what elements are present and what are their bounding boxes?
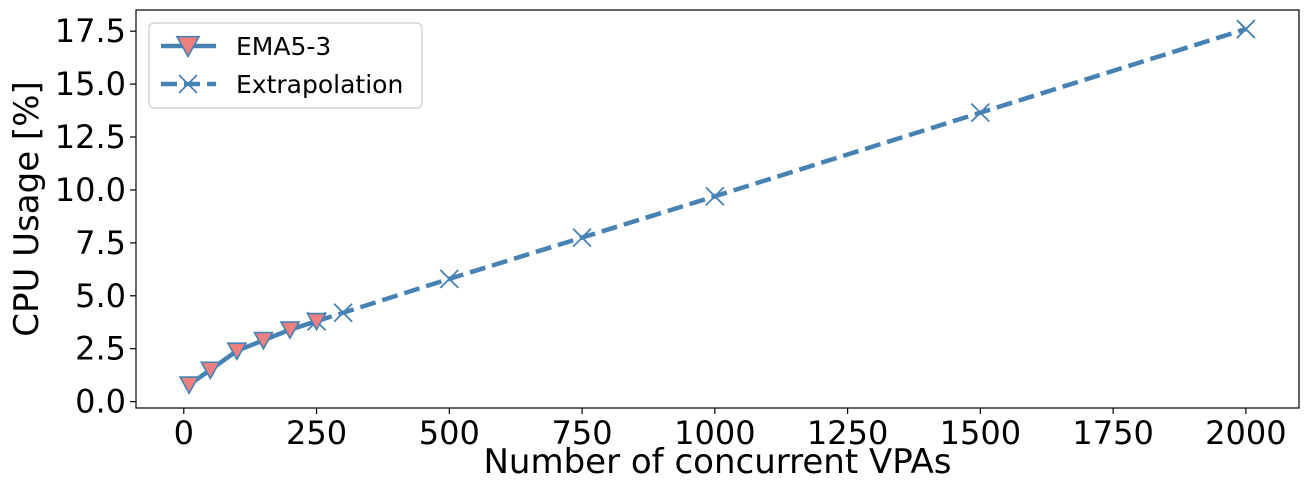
data-point-extrapolation (439, 269, 459, 289)
x-tick-label: 1000 (674, 414, 755, 452)
x-marker-stroke (705, 186, 725, 206)
data-point-ema5-3 (306, 312, 327, 332)
data-point-extrapolation (1236, 19, 1256, 39)
x-tick-label: 500 (419, 414, 480, 452)
data-point-ema5-3 (253, 331, 274, 351)
plot-frame (135, 9, 1300, 409)
plot-series (178, 19, 1256, 395)
legend-box (148, 22, 423, 109)
legend-entry-ema5-3: EMA5-3 (161, 32, 331, 61)
data-point-ema5-3 (178, 376, 200, 395)
data-point-extrapolation (705, 186, 725, 206)
legend-label: EMA5-3 (236, 32, 331, 61)
data-point-ema5-3 (279, 321, 301, 340)
y-tick-label: 2.5 (75, 330, 126, 368)
x-axis-label: Number of concurrent VPAs (483, 442, 951, 482)
series-line-extrapolation (315, 26, 1247, 324)
legend-label: Extrapolation (236, 70, 403, 99)
data-point-extrapolation (333, 303, 353, 323)
series-ema5-3 (178, 312, 327, 395)
legend-marker (178, 74, 198, 94)
y-tick-label: 17.5 (55, 12, 126, 50)
y-tick-label: 7.5 (75, 224, 126, 262)
data-point-ema5-3 (199, 361, 221, 381)
data-point-ema5-3 (226, 342, 248, 362)
data-point-extrapolation (970, 103, 991, 123)
x-tick-label: 2000 (1205, 414, 1286, 452)
x-marker-stroke (178, 74, 198, 94)
x-tick-label: 250 (286, 414, 347, 452)
y-tick-label: 12.5 (55, 118, 126, 156)
x-tick-label: 1250 (807, 414, 888, 452)
x-tick-label: 1750 (1072, 414, 1153, 452)
y-tick-label: 5.0 (75, 277, 126, 315)
data-point-extrapolation (572, 227, 592, 248)
x-marker-stroke (970, 103, 991, 123)
y-tick-label: 0.0 (75, 383, 126, 421)
x-marker-stroke (572, 227, 592, 248)
legend: EMA5-3 Extrapolation (148, 22, 423, 109)
x-marker-stroke (1236, 19, 1256, 39)
y-tick-label: 10.0 (55, 171, 126, 209)
y-tick-label: 15.0 (55, 65, 126, 103)
x-marker-stroke (333, 303, 353, 323)
x-tick-label: 1500 (940, 414, 1021, 452)
x-tick-label: 0 (174, 414, 194, 452)
legend-entry-extrapolation: Extrapolation (161, 70, 403, 99)
series-extrapolation (306, 19, 1256, 331)
x-tick-label: 750 (552, 414, 613, 452)
legend-marker (175, 35, 201, 59)
y-axis-label: CPU Usage [%] (7, 81, 47, 337)
x-marker-stroke (439, 269, 459, 289)
axes: 0 250 500 750 1000 1250 1500 1750 2000 0.0 2.5 5.0 7… (55, 9, 1300, 452)
